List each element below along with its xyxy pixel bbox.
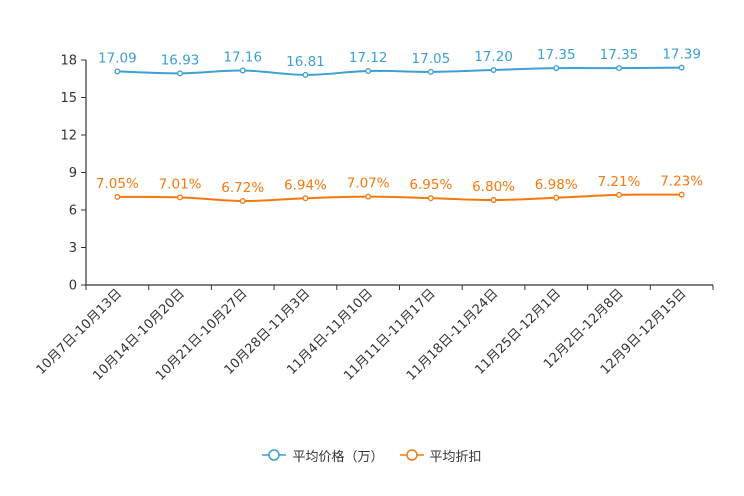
data-point xyxy=(177,70,183,77)
legend-label: 平均折扣 xyxy=(429,449,482,465)
data-point xyxy=(177,194,183,201)
data-point xyxy=(239,67,246,74)
y-tick-label: 15 xyxy=(60,91,77,106)
data-label: 6.94% xyxy=(284,177,327,193)
y-tick-label: 18 xyxy=(60,54,77,69)
data-point xyxy=(302,71,309,78)
data-point xyxy=(616,191,622,198)
data-label: 7.05% xyxy=(96,176,139,192)
data-label: 17.09 xyxy=(98,50,137,66)
data-point xyxy=(678,64,685,71)
data-label: 7.23% xyxy=(660,174,703,190)
data-point xyxy=(114,68,121,75)
data-label: 7.07% xyxy=(347,176,390,192)
y-tick-label: 12 xyxy=(60,129,77,144)
data-label: 17.16 xyxy=(223,50,262,66)
y-tick-label: 9 xyxy=(69,166,77,181)
data-label: 7.01% xyxy=(159,176,202,192)
data-label: 6.95% xyxy=(409,177,452,193)
data-label: 6.72% xyxy=(221,180,264,196)
legend: 平均价格（万） 平均折扣 xyxy=(0,442,744,468)
data-point xyxy=(553,65,560,72)
data-point xyxy=(427,195,434,202)
data-label: 17.05 xyxy=(412,51,451,67)
y-tick-label: 0 xyxy=(69,279,77,294)
data-label: 16.93 xyxy=(161,52,200,68)
data-label: 16.81 xyxy=(286,54,325,70)
data-point xyxy=(427,68,434,75)
data-label: 17.35 xyxy=(537,47,576,63)
data-label: 17.12 xyxy=(349,50,388,66)
legend-item-1[interactable]: 平均价格（万） xyxy=(262,446,384,465)
data-point xyxy=(616,65,622,72)
data-point xyxy=(490,67,497,73)
data-point xyxy=(239,198,246,204)
legend-line-circle-icon xyxy=(262,449,287,461)
data-point xyxy=(490,197,497,203)
legend-label: 平均价格（万） xyxy=(292,449,384,465)
data-point xyxy=(553,194,560,201)
y-tick-label: 3 xyxy=(69,241,77,256)
data-label: 6.80% xyxy=(472,179,515,195)
data-label: 17.35 xyxy=(600,47,639,63)
data-label: 17.39 xyxy=(662,47,701,63)
legend-item-2[interactable]: 平均折扣 xyxy=(399,446,482,465)
series-line-1 xyxy=(117,66,682,76)
data-label: 17.20 xyxy=(474,49,513,65)
series-line-2 xyxy=(117,193,682,203)
legend-line-circle-icon xyxy=(399,449,424,461)
data-point xyxy=(365,193,372,200)
data-point xyxy=(114,193,121,200)
data-point xyxy=(678,191,685,198)
data-point xyxy=(302,195,309,202)
data-point xyxy=(365,68,372,74)
data-label: 6.98% xyxy=(535,177,578,193)
data-label: 7.21% xyxy=(598,174,641,190)
y-tick-label: 6 xyxy=(69,204,77,219)
